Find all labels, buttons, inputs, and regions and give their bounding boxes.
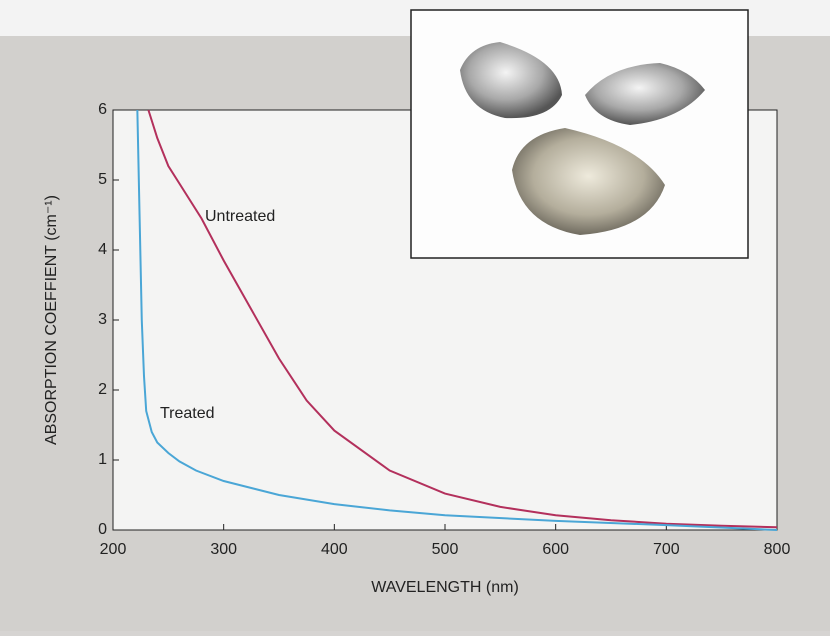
y-tick-label: 5 — [98, 171, 107, 188]
annotation: Untreated — [205, 208, 275, 225]
data-line — [136, 109, 778, 531]
y-tick-label: 6 — [98, 101, 107, 118]
diamond — [512, 128, 665, 235]
x-tick-label: 400 — [321, 541, 348, 558]
x-tick-label: 300 — [210, 541, 237, 558]
x-tick-label: 200 — [100, 541, 127, 558]
y-axis-title: ABSORPTION COEFFIENT (cm⁻¹) — [43, 195, 60, 445]
x-axis-title: WAVELENGTH (nm) — [371, 579, 519, 596]
x-tick-label: 700 — [653, 541, 680, 558]
diamond — [585, 63, 705, 125]
y-tick-label: 2 — [98, 381, 107, 398]
y-tick-label: 1 — [98, 451, 107, 468]
x-tick-label: 500 — [432, 541, 459, 558]
y-tick-label: 4 — [98, 241, 107, 258]
y-tick-label: 0 — [98, 521, 107, 538]
y-tick-label: 3 — [98, 311, 107, 328]
annotation: Treated — [160, 405, 215, 422]
diamond — [460, 42, 562, 119]
inset-photo — [410, 9, 749, 259]
data-line — [147, 109, 778, 529]
axes: 200 300 400 500 600 700 800 0 1 2 3 4 5 6 — [98, 101, 790, 558]
x-tick-label: 600 — [542, 541, 569, 558]
x-tick-label: 800 — [764, 541, 791, 558]
